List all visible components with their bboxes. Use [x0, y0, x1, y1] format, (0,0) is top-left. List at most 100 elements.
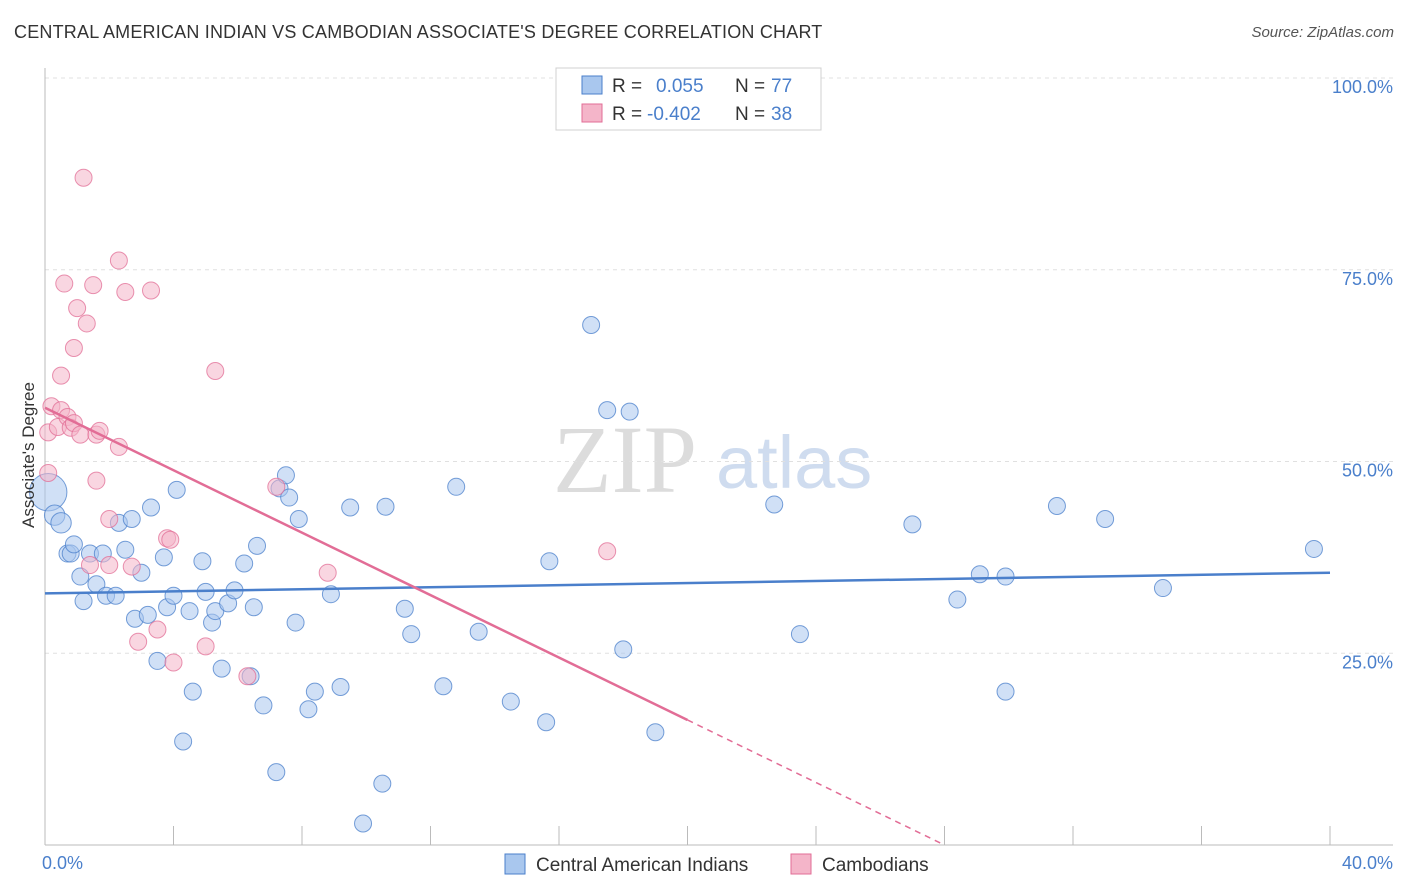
point-cambodian — [148, 620, 167, 639]
point-central-american-indian — [948, 590, 967, 609]
point-central-american-indian — [122, 510, 141, 529]
point-central-american-indian — [1096, 510, 1115, 529]
point-central-american-indian — [447, 477, 466, 496]
point-central-american-indian — [395, 599, 414, 618]
legend-r-value-pink: -0.402 — [647, 104, 701, 125]
point-cambodian — [100, 556, 119, 575]
point-central-american-indian — [116, 540, 135, 559]
bottom-legend-label-pink: Cambodians — [822, 855, 929, 876]
point-cambodian — [267, 477, 286, 496]
point-central-american-indian — [64, 535, 83, 554]
point-central-american-indian — [402, 625, 421, 644]
point-central-american-indian — [765, 495, 784, 514]
point-central-american-indian — [183, 682, 202, 701]
source-label: Source: ZipAtlas.com — [1251, 24, 1394, 41]
legend-r-label-blue: R = — [612, 76, 642, 97]
point-central-american-indian — [790, 625, 809, 644]
point-central-american-indian — [276, 466, 295, 485]
point-central-american-indian — [299, 700, 318, 719]
point-central-american-indian — [614, 640, 633, 659]
y-tick-labels: 25.0% 50.0% 75.0% 100.0% — [1332, 77, 1393, 672]
point-central-american-indian — [193, 552, 212, 571]
point-central-american-indian — [540, 552, 559, 571]
point-cambodian — [68, 299, 87, 318]
point-central-american-indian — [305, 682, 324, 701]
legend-n-value-blue: 77 — [771, 76, 792, 97]
legend-n-value-pink: 38 — [771, 104, 792, 125]
point-cambodian — [318, 563, 337, 582]
point-central-american-indian — [248, 536, 267, 555]
point-cambodian — [52, 366, 71, 385]
y-axis-label: Associate's Degree — [19, 382, 38, 528]
point-central-american-indian — [254, 696, 273, 715]
point-cambodian — [55, 274, 74, 293]
point-cambodian — [142, 281, 161, 300]
point-central-american-indian — [154, 548, 173, 567]
point-cambodian — [100, 510, 119, 529]
legend-r-value-blue: 0.055 — [656, 76, 704, 97]
point-central-american-indian — [267, 763, 286, 782]
trend-line-cambodians-extension — [687, 719, 945, 846]
grid — [45, 77, 1393, 654]
point-cambodian — [122, 557, 141, 576]
point-central-american-indian — [646, 723, 665, 742]
x-tick-label-right: 40.0% — [1342, 853, 1393, 873]
bottom-legend-label-blue: Central American Indians — [536, 855, 748, 876]
point-cambodian — [74, 168, 93, 187]
point-cambodian — [161, 530, 180, 549]
point-cambodian — [238, 667, 257, 686]
point-central-american-indian — [289, 510, 308, 529]
point-central-american-indian — [331, 677, 350, 696]
point-cambodian — [109, 251, 128, 270]
point-central-american-indian — [148, 651, 167, 670]
point-central-american-indian — [286, 613, 305, 632]
point-cambodian — [598, 542, 617, 561]
point-cambodian — [206, 361, 225, 380]
y-tick-label: 50.0% — [1342, 461, 1393, 481]
point-cambodian — [64, 338, 83, 357]
point-central-american-indian — [434, 677, 453, 696]
point-central-american-indian — [235, 554, 254, 573]
y-tick-label: 75.0% — [1342, 269, 1393, 289]
legend-n-label-pink: N = — [735, 104, 765, 125]
point-central-american-indian — [598, 401, 617, 420]
point-central-american-indian — [244, 598, 263, 617]
point-central-american-indian — [996, 682, 1015, 701]
point-central-american-indian — [167, 480, 186, 499]
point-central-american-indian — [582, 315, 601, 334]
legend-n-label-blue: N = — [735, 76, 765, 97]
point-cambodian — [87, 471, 106, 490]
chart-title: CENTRAL AMERICAN INDIAN VS CAMBODIAN ASS… — [14, 22, 823, 42]
point-central-american-indian — [501, 692, 520, 711]
bottom-legend-swatch-pink — [790, 853, 812, 875]
correlation-legend: R = 0.055 N = 77 R = -0.402 N = 38 — [555, 67, 822, 131]
point-central-american-indian — [903, 515, 922, 534]
series-legend: Central American Indians Cambodians — [504, 853, 929, 876]
point-cambodian — [77, 314, 96, 333]
point-central-american-indian — [174, 732, 193, 751]
point-central-american-indian — [373, 774, 392, 793]
axes — [44, 68, 1393, 846]
y-tick-label: 25.0% — [1342, 652, 1393, 672]
series-cambodians — [39, 168, 617, 686]
point-central-american-indian — [71, 567, 90, 586]
point-central-american-indian — [1047, 496, 1066, 515]
legend-swatch-blue — [581, 75, 603, 95]
point-central-american-indian — [1153, 579, 1172, 598]
point-cambodian — [84, 276, 103, 295]
trend-lines — [44, 406, 1331, 846]
point-central-american-indian — [74, 592, 93, 611]
point-central-american-indian — [376, 497, 395, 516]
series-central-american-indians — [29, 315, 1323, 833]
watermark-zip: ZIP — [553, 406, 697, 513]
point-central-american-indian — [164, 586, 183, 605]
point-cambodian — [164, 653, 183, 672]
point-central-american-indian — [996, 567, 1015, 586]
legend-r-label-pink: R = — [612, 104, 642, 125]
point-central-american-indian — [50, 512, 72, 534]
point-central-american-indian — [469, 622, 488, 641]
point-central-american-indian — [180, 602, 199, 621]
point-cambodian — [116, 282, 135, 301]
point-central-american-indian — [142, 498, 161, 517]
